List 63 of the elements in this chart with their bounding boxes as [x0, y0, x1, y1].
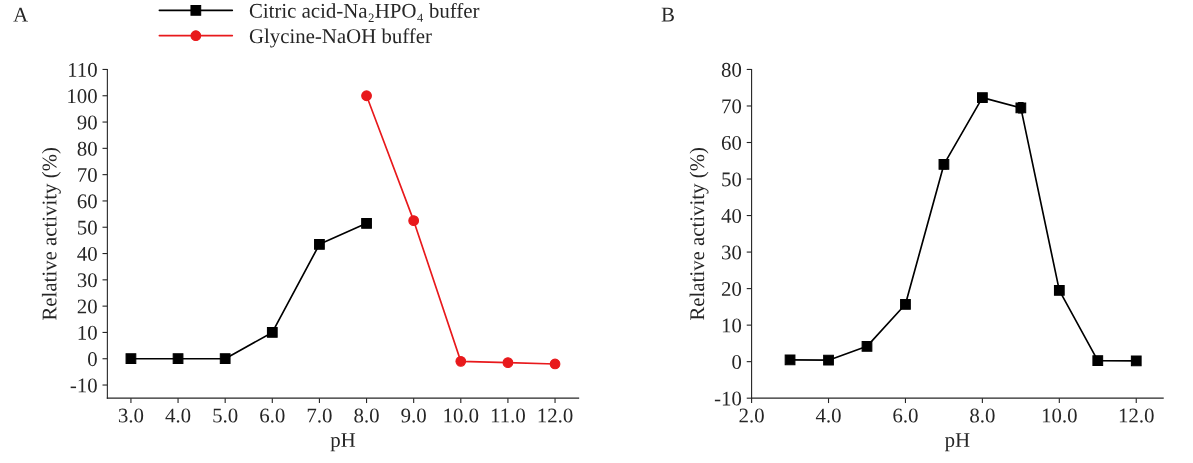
point — [1092, 355, 1104, 366]
point — [361, 90, 372, 102]
y-tick-label: 0 — [732, 355, 742, 370]
x-tick-label: 11.0 — [491, 408, 525, 423]
y-tick-label: 60 — [77, 194, 97, 209]
y-tick-label: 90 — [77, 115, 97, 130]
y-tick-label: -10 — [714, 391, 742, 406]
x-tick-label: 10.0 — [444, 408, 479, 423]
y-tick-label: 50 — [78, 220, 97, 235]
y-tick-label: 30 — [77, 273, 97, 288]
y-tick-label: 80 — [721, 62, 742, 77]
point — [455, 355, 467, 367]
x-tick-label: 6.0 — [260, 408, 285, 423]
y-tick-label: 80 — [77, 141, 97, 156]
y-tick-label: 10 — [722, 318, 742, 333]
y-tick-label: 30 — [722, 245, 742, 260]
point — [1053, 285, 1065, 296]
point — [266, 327, 278, 338]
x-tick-label: 4.0 — [815, 408, 841, 423]
y-tick-label: 50 — [722, 172, 742, 187]
point — [172, 353, 184, 365]
point — [823, 354, 834, 366]
text: A — [13, 7, 29, 22]
x-tick-label: 9.0 — [401, 408, 426, 423]
point — [219, 353, 231, 365]
point — [900, 298, 911, 310]
y-tick-label: -10 — [70, 378, 97, 393]
x-tick-label: 6.0 — [893, 408, 918, 423]
x-tick-label: 4.0 — [165, 408, 191, 423]
y-tick-label: 100 — [68, 89, 97, 104]
x-tick-label: 7.0 — [307, 408, 332, 423]
y-tick-label: 0 — [88, 352, 97, 367]
legend-label: Glycine-NaOH buffer — [249, 28, 432, 48]
legend-label: Citric acid-Na₂HPO₄ buffer — [249, 2, 480, 22]
point — [549, 358, 561, 370]
y-tick-label: 60 — [721, 135, 742, 150]
x-tick-label: 12.0 — [1119, 408, 1154, 423]
point — [977, 92, 988, 103]
x-axis-title: pH — [944, 433, 970, 452]
y-axis-title: Relative activity (%) — [689, 147, 709, 320]
point — [125, 353, 137, 365]
x-tick-label: 10.0 — [1042, 408, 1077, 423]
y-tick-label: 20 — [77, 299, 97, 314]
x-tick-label: 12.0 — [538, 408, 573, 423]
x-tick-label: 5.0 — [213, 408, 238, 423]
point — [314, 238, 325, 250]
y-tick-label: 40 — [77, 246, 97, 261]
point — [502, 357, 514, 369]
x-tick-label: 8.0 — [354, 408, 379, 423]
point — [361, 217, 372, 229]
y-tick-label: 10 — [78, 325, 97, 340]
x-tick-label: 3.0 — [118, 408, 144, 423]
text: B — [661, 7, 674, 22]
y-tick-label: 70 — [722, 99, 742, 114]
x-tick-label: 8.0 — [970, 408, 995, 423]
point — [408, 215, 420, 227]
y-tick-label: 110 — [69, 62, 97, 77]
y-axis-title: Relative activity (%) — [41, 147, 61, 320]
y-tick-label: 40 — [721, 208, 742, 223]
y-tick-label: 20 — [721, 281, 742, 297]
x-axis-title: pH — [330, 433, 356, 452]
y-tick-label: 70 — [78, 168, 97, 183]
x-tick-label: 2.0 — [739, 408, 764, 423]
